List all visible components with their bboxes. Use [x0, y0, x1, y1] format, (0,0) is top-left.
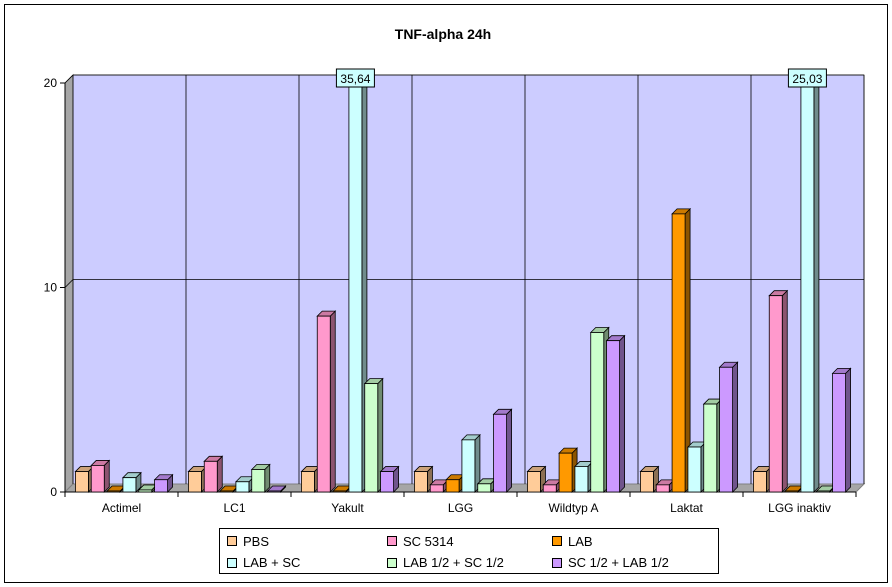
data-label: 25,03 [792, 72, 822, 86]
data-label-box [787, 68, 827, 88]
bar [719, 366, 733, 493]
bar [527, 471, 541, 493]
bar [640, 471, 654, 493]
bar-side [813, 74, 820, 493]
bar-side [845, 367, 851, 493]
legend-label: PBS [243, 533, 270, 549]
bar [122, 477, 137, 493]
chart-frame: TNF-alpha 24h 0 10 20 Actimel LC1 Yakult LGG Wi… [4, 4, 888, 583]
bar [267, 490, 281, 493]
bar [380, 471, 394, 493]
chart-title: TNF-alpha 24h [395, 26, 491, 42]
y-tick-label: 20 [44, 76, 58, 90]
bar-side [329, 310, 336, 493]
legend-item: LAB + SC [227, 555, 387, 571]
bar [800, 79, 815, 493]
legend-swatch [227, 557, 237, 568]
bar [154, 479, 168, 493]
bar [542, 484, 557, 493]
bar [671, 213, 686, 493]
bar [348, 79, 363, 493]
bar [574, 466, 589, 493]
value-gridline-side [64, 74, 74, 84]
x-tick-label: LGG [448, 501, 473, 515]
legend-swatch [387, 536, 397, 546]
legend-swatch [552, 557, 562, 568]
legend-item: LAB [552, 533, 717, 549]
legend-swatch [227, 536, 237, 546]
bar-side [506, 408, 512, 493]
bar [301, 471, 315, 493]
bar [687, 446, 702, 493]
bar [316, 315, 331, 493]
bar [188, 471, 202, 493]
value-gridline-side [64, 279, 74, 288]
bar [832, 372, 846, 493]
bar [235, 481, 250, 493]
bar [445, 479, 460, 493]
legend-item: SC 5314 [387, 533, 552, 549]
x-tick-label: LC1 [223, 501, 245, 515]
bar [429, 484, 444, 493]
bar [138, 489, 153, 493]
bar-side [216, 455, 223, 493]
x-tick-label: Actimel [102, 501, 141, 515]
x-tick-label: Laktat [670, 501, 703, 515]
data-label-box [335, 68, 375, 88]
bar [414, 471, 428, 493]
legend: PBS SC 5314 LAB LAB + SC LAB 1/2 + SC 1/2 SC … [219, 528, 719, 574]
bar [332, 490, 347, 493]
x-tick-label: LGG inaktiv [768, 501, 831, 515]
bar [477, 483, 492, 493]
bar [461, 439, 476, 493]
bar [493, 413, 507, 493]
bar [753, 471, 767, 493]
legend-label: LAB 1/2 + SC 1/2 [403, 555, 504, 570]
x-tick-label: Wildtyp A [548, 501, 598, 515]
legend-swatch [552, 536, 562, 546]
plot-area: 0 10 20 Actimel LC1 Yakult LGG Wildtyp A Laktat L… [44, 68, 866, 515]
bar [590, 332, 605, 493]
x-tick-label: Yakult [331, 501, 364, 515]
bar-side [781, 289, 788, 493]
legend-swatch [387, 557, 397, 568]
chart-canvas: TNF-alpha 24h 0 10 20 Actimel LC1 Yakult LGG Wi… [44, 26, 866, 515]
bar [768, 295, 783, 493]
data-label: 35,64 [340, 72, 370, 86]
legend-label: LAB [568, 533, 593, 549]
bar [90, 465, 105, 493]
y-tick-label: 10 [44, 281, 58, 295]
legend-item: SC 1/2 + LAB 1/2 [552, 555, 717, 571]
y-tick-label: 0 [50, 485, 57, 499]
bar [784, 490, 799, 493]
bar [251, 469, 266, 493]
bar [606, 340, 620, 493]
bar [655, 484, 670, 493]
bar [75, 471, 89, 493]
bar-side [732, 361, 738, 493]
legend-label: LAB + SC [243, 555, 301, 570]
legend-label: SC 5314 [403, 533, 454, 549]
legend-item: LAB 1/2 + SC 1/2 [387, 555, 552, 571]
legend-label: SC 1/2 + LAB 1/2 [568, 555, 669, 570]
bar [219, 490, 234, 493]
bar [703, 403, 718, 493]
bar [364, 383, 379, 493]
bar [558, 452, 573, 493]
bar [816, 490, 831, 493]
bar [203, 460, 218, 493]
legend-item: PBS [227, 533, 387, 549]
bar [106, 490, 121, 493]
bar-side [619, 334, 625, 493]
